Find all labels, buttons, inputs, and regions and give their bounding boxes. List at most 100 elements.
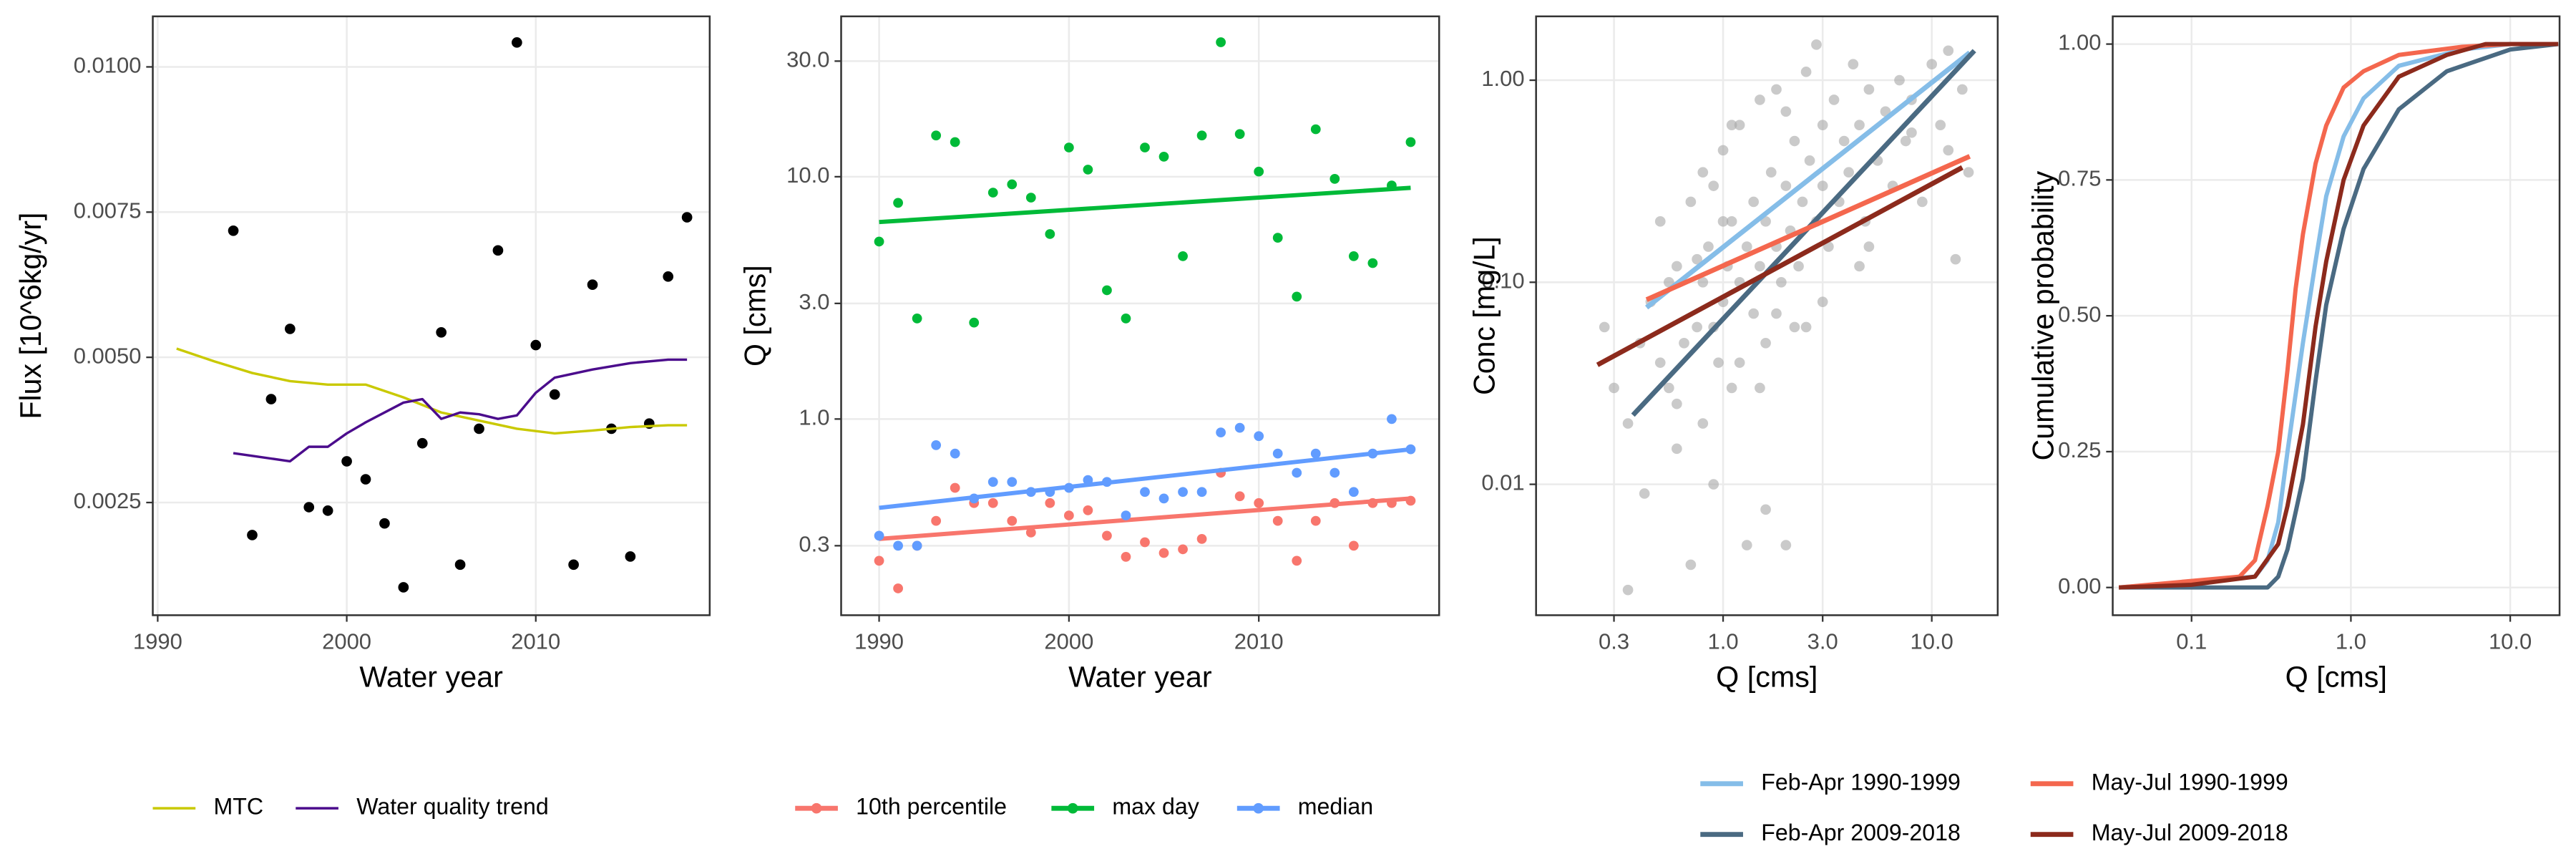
point: [1025, 528, 1036, 538]
point: [1045, 498, 1055, 508]
point: [931, 515, 942, 526]
y-tick-label: 10.0: [786, 162, 829, 188]
panel-border: [152, 15, 711, 616]
point: [931, 440, 942, 450]
point: [1760, 337, 1771, 349]
point: [530, 339, 542, 351]
point: [1654, 216, 1666, 227]
point: [893, 198, 903, 208]
point: [1811, 39, 1822, 50]
point: [1083, 165, 1093, 175]
point: [303, 502, 315, 513]
legend-key-dot: [811, 802, 822, 814]
point: [284, 324, 296, 334]
point: [1956, 84, 1968, 95]
x-axis-title: Water year: [1068, 661, 1212, 694]
point: [568, 559, 579, 571]
point: [1717, 216, 1729, 227]
point: [1234, 129, 1245, 140]
point: [931, 130, 942, 141]
panel-border: [2112, 15, 2561, 616]
legend-key-dot: [1067, 802, 1078, 814]
point: [1765, 167, 1777, 178]
trend-line: [879, 496, 1411, 541]
point: [1926, 59, 1938, 70]
y-tick-label: 0.01: [1481, 470, 1524, 495]
point: [1755, 382, 1765, 394]
point: [1771, 308, 1782, 319]
x-axis-title: Water year: [359, 661, 503, 694]
point: [950, 448, 960, 459]
point: [1726, 382, 1737, 394]
x-axis-title: Q [cms]: [1716, 661, 1818, 694]
y-tick-label: 0.0050: [74, 343, 142, 368]
x-tick-label: 1990: [854, 629, 904, 654]
panel-border: [840, 15, 1440, 616]
y-tick-label: 0.75: [2058, 166, 2101, 191]
x-tick-label: 1.0: [1708, 629, 1739, 654]
point: [1196, 487, 1207, 498]
point: [549, 389, 560, 400]
point: [1843, 167, 1854, 178]
point: [1292, 291, 1302, 302]
y-tick-label: 0.00: [2058, 573, 2101, 598]
point: [1639, 488, 1650, 499]
point: [1272, 515, 1283, 526]
point: [1158, 151, 1169, 162]
point: [1158, 493, 1169, 504]
point: [1817, 296, 1828, 307]
y-tick-label: 30.0: [786, 47, 829, 72]
point: [454, 559, 466, 571]
legend-label: Feb-Apr 1990-1999: [1761, 769, 1961, 795]
point: [1348, 540, 1359, 551]
point: [1935, 120, 1946, 130]
point: [1748, 308, 1760, 319]
x-tick-label: 3.0: [1807, 629, 1838, 654]
x-axis-title: Q [cms]: [2285, 661, 2387, 694]
point: [1178, 487, 1188, 498]
point: [1789, 135, 1800, 147]
legend-label: Water quality trend: [356, 794, 549, 820]
legend-label: 10th percentile: [856, 794, 1007, 820]
point: [1196, 534, 1207, 544]
point: [987, 498, 998, 508]
point: [1943, 145, 1954, 156]
point: [1775, 276, 1787, 288]
point: [1121, 314, 1131, 324]
point: [893, 583, 903, 593]
x-tick-label: 2010: [1234, 629, 1284, 654]
x-tick-label: 0.1: [2176, 629, 2207, 654]
point: [1741, 540, 1752, 550]
point: [1685, 559, 1697, 571]
point: [1817, 120, 1828, 130]
point: [874, 555, 884, 566]
point: [474, 423, 484, 435]
point: [1672, 261, 1682, 272]
point: [1672, 443, 1682, 455]
y-axis-title: Flux [10^6kg/yr]: [14, 213, 47, 419]
point: [1063, 510, 1074, 520]
point: [1622, 418, 1634, 429]
point: [360, 474, 371, 485]
point: [1063, 142, 1074, 152]
series-line: [1645, 50, 1971, 310]
point: [1121, 551, 1131, 562]
point: [681, 212, 693, 223]
point: [1216, 37, 1226, 47]
point: [1292, 555, 1302, 566]
point: [1734, 357, 1745, 368]
ecdf-line: [2118, 42, 2559, 590]
panel-border: [1535, 15, 1999, 616]
point: [1330, 173, 1340, 184]
point: [1780, 180, 1792, 191]
point: [1963, 167, 1974, 178]
panel: [841, 16, 1440, 616]
point: [228, 225, 239, 236]
legend-key-dot: [1253, 802, 1264, 814]
y-tick-label: 1.00: [2058, 30, 2101, 55]
point: [1793, 261, 1804, 272]
point: [1121, 510, 1131, 520]
point: [1726, 120, 1737, 130]
x-tick-label: 2000: [322, 629, 371, 654]
